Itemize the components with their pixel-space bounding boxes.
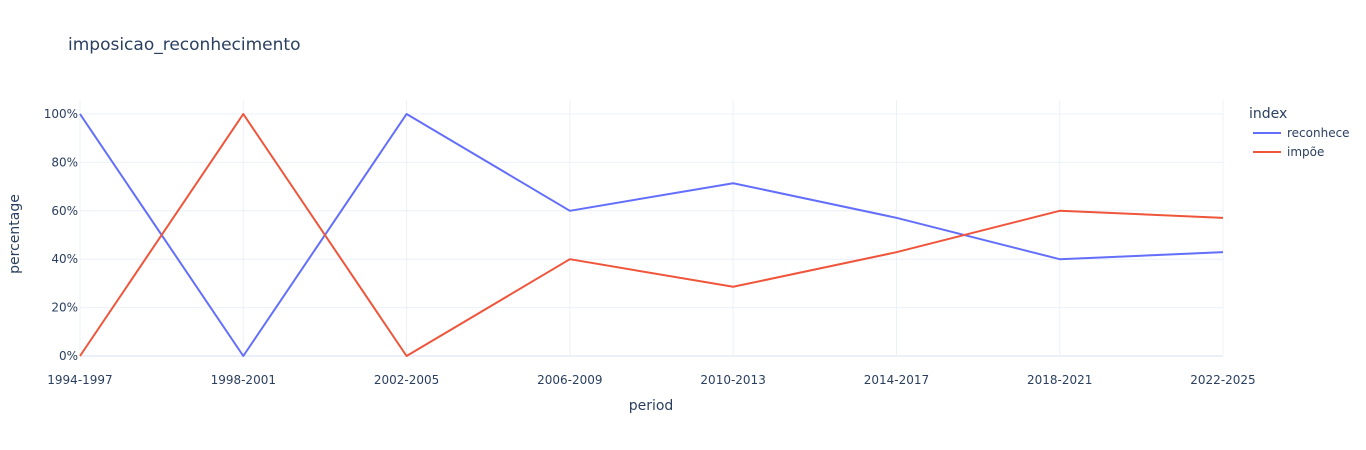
x-axis-ticks: 1994-1997 1998-2001 2002-2005 2006-2009 2010… bbox=[47, 373, 1255, 387]
x-tick-label: 2006-2009 bbox=[537, 373, 602, 387]
x-tick-label: 2018-2021 bbox=[1027, 373, 1092, 387]
grid-lines bbox=[79, 100, 1224, 357]
legend[interactable]: index reconhece impõe bbox=[1249, 106, 1350, 159]
x-tick-label: 2022-2025 bbox=[1190, 373, 1255, 387]
y-tick-label: 100% bbox=[44, 107, 78, 121]
legend-item-label[interactable]: reconhece bbox=[1287, 126, 1350, 140]
y-tick-label: 40% bbox=[51, 252, 78, 266]
x-axis-title: period bbox=[629, 398, 674, 414]
series-line-0[interactable] bbox=[79, 113, 1224, 357]
x-tick-label: 2010-2013 bbox=[700, 373, 765, 387]
legend-title: index bbox=[1249, 106, 1287, 122]
y-tick-label: 60% bbox=[51, 204, 78, 218]
x-tick-label: 2002-2005 bbox=[374, 373, 439, 387]
y-axis-title: percentage bbox=[7, 194, 23, 274]
y-tick-label: 0% bbox=[59, 349, 78, 363]
y-tick-label: 20% bbox=[51, 301, 78, 315]
x-tick-label: 1994-1997 bbox=[47, 373, 112, 387]
chart-title: imposicao_reconhecimento bbox=[68, 35, 300, 55]
legend-item-label[interactable]: impõe bbox=[1287, 145, 1324, 159]
y-tick-label: 80% bbox=[51, 155, 78, 169]
x-tick-label: 1998-2001 bbox=[211, 373, 276, 387]
x-tick-label: 2014-2017 bbox=[864, 373, 929, 387]
series-line-1[interactable] bbox=[79, 113, 1224, 357]
y-axis-ticks: 0% 20% 40% 60% 80% 100% bbox=[44, 107, 78, 363]
series-lines bbox=[79, 113, 1224, 357]
